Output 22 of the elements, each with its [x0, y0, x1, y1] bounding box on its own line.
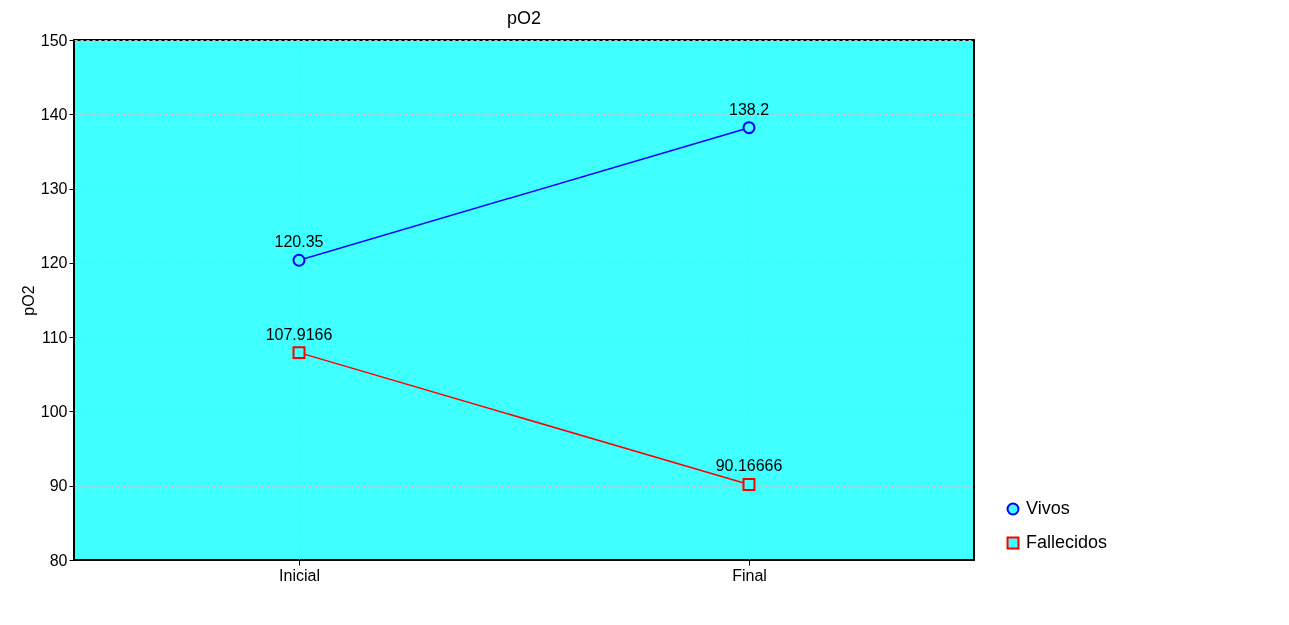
legend-label: Vivos: [1026, 498, 1070, 518]
legend-label: Fallecidos: [1026, 532, 1108, 552]
x-tick-label: Final: [732, 566, 767, 584]
data-label: 120.35: [274, 233, 324, 251]
y-tick-label: 140: [40, 105, 68, 123]
point: [742, 121, 756, 135]
y-tick-label: 120: [40, 254, 68, 272]
point: [742, 478, 756, 491]
x-tick-label: Inicial: [279, 566, 320, 584]
y-tick-label: 150: [40, 31, 68, 49]
y-tick-label: 100: [40, 402, 68, 420]
y-tick-label: 90: [49, 477, 68, 495]
point: [292, 253, 306, 267]
data-label: 107.9166: [265, 325, 333, 343]
y-axis-title: pO2: [19, 285, 37, 316]
chart-title: pO2: [506, 8, 542, 28]
y-tick-label: 130: [40, 180, 68, 198]
point: [292, 346, 306, 360]
data-label: 90.16666: [715, 457, 783, 475]
y-tick-label: 110: [41, 328, 68, 346]
y-tick-label: 80: [49, 551, 68, 569]
data-label: 138.2: [728, 100, 770, 118]
